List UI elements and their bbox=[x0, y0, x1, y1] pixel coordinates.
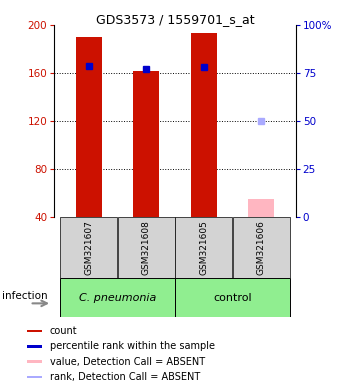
Text: GSM321606: GSM321606 bbox=[257, 220, 266, 275]
Text: GSM321607: GSM321607 bbox=[84, 220, 93, 275]
Text: C. pneumonia: C. pneumonia bbox=[79, 293, 156, 303]
Bar bbox=[60, 217, 118, 278]
Bar bbox=[76, 37, 102, 217]
Text: control: control bbox=[213, 293, 252, 303]
Text: percentile rank within the sample: percentile rank within the sample bbox=[50, 341, 215, 351]
Bar bbox=[191, 33, 217, 217]
Bar bbox=[27, 376, 42, 379]
Bar bbox=[118, 217, 175, 278]
Text: infection: infection bbox=[2, 291, 47, 301]
Text: value, Detection Call = ABSENT: value, Detection Call = ABSENT bbox=[50, 357, 205, 367]
Text: rank, Detection Call = ABSENT: rank, Detection Call = ABSENT bbox=[50, 372, 200, 382]
Bar bbox=[27, 329, 42, 333]
Bar bbox=[133, 71, 159, 217]
Text: GSM321608: GSM321608 bbox=[142, 220, 151, 275]
Text: GSM321605: GSM321605 bbox=[199, 220, 208, 275]
Bar bbox=[27, 345, 42, 348]
Bar bbox=[60, 278, 175, 317]
Text: GDS3573 / 1559701_s_at: GDS3573 / 1559701_s_at bbox=[96, 13, 254, 26]
Bar bbox=[175, 278, 290, 317]
Text: count: count bbox=[50, 326, 77, 336]
Bar bbox=[27, 360, 42, 363]
Bar bbox=[175, 217, 232, 278]
Bar bbox=[232, 217, 290, 278]
Bar bbox=[248, 199, 274, 217]
